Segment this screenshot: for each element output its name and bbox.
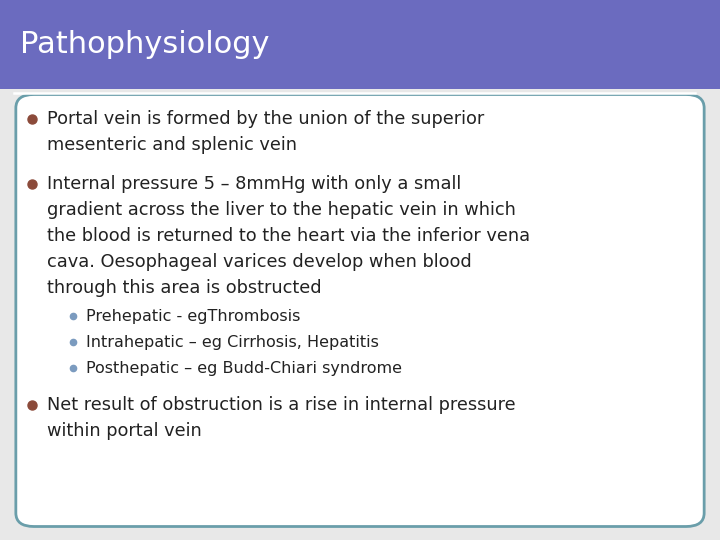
Text: Posthepatic – eg Budd-Chiari syndrome: Posthepatic – eg Budd-Chiari syndrome [86, 361, 402, 376]
Text: within portal vein: within portal vein [47, 422, 202, 440]
Text: gradient across the liver to the hepatic vein in which: gradient across the liver to the hepatic… [47, 201, 516, 219]
Text: the blood is returned to the heart via the inferior vena: the blood is returned to the heart via t… [47, 227, 530, 245]
Text: Intrahepatic – eg Cirrhosis, Hepatitis: Intrahepatic – eg Cirrhosis, Hepatitis [86, 335, 379, 350]
Text: Portal vein is formed by the union of the superior: Portal vein is formed by the union of th… [47, 110, 484, 128]
Text: Net result of obstruction is a rise in internal pressure: Net result of obstruction is a rise in i… [47, 396, 516, 414]
Text: through this area is obstructed: through this area is obstructed [47, 279, 321, 297]
Text: Internal pressure 5 – 8mmHg with only a small: Internal pressure 5 – 8mmHg with only a … [47, 175, 461, 193]
Text: Pathophysiology: Pathophysiology [20, 30, 270, 59]
FancyBboxPatch shape [16, 94, 704, 526]
Text: mesenteric and splenic vein: mesenteric and splenic vein [47, 136, 297, 154]
Text: Prehepatic - egThrombosis: Prehepatic - egThrombosis [86, 309, 300, 324]
Text: cava. Oesophageal varices develop when blood: cava. Oesophageal varices develop when b… [47, 253, 472, 271]
Bar [0, 0, 720, 89]
